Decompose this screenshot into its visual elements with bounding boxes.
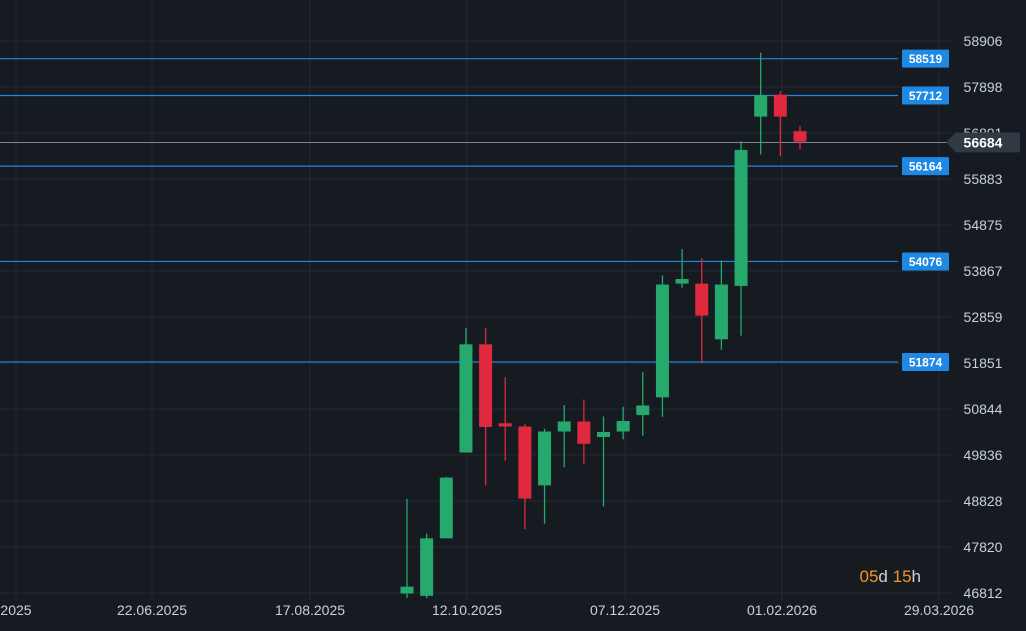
candle-body [420, 538, 434, 596]
y-tick-label: 51851 [964, 355, 1003, 371]
candle-body [773, 94, 787, 117]
candle-down [518, 424, 532, 530]
candle-up [439, 476, 453, 539]
countdown-part: d [878, 567, 887, 586]
candle-body [459, 344, 473, 453]
countdown-part: 05 [860, 567, 879, 586]
level-label-box [902, 86, 949, 105]
candle-body [439, 477, 453, 539]
candle-body [636, 405, 650, 416]
time-axis: 2025 22.06.2025 17.08.2025 12.10.2025 07.12.… [0, 602, 974, 618]
candle-down [498, 377, 512, 461]
candle-down [793, 126, 807, 150]
y-tick-label: 46812 [964, 585, 1003, 601]
x-tick-label: 01.02.2026 [747, 602, 817, 618]
candle-body [695, 283, 709, 316]
x-tick-label: 29.03.2026 [904, 602, 974, 618]
support-resistance-levels [0, 58, 950, 363]
candle-up [538, 428, 552, 524]
level-label-text: 58519 [909, 52, 943, 66]
candle-up [754, 52, 768, 155]
level-labels: 58519 57712 56164 54076 51874 56684 [902, 49, 1020, 371]
x-tick-label: 22.06.2025 [117, 602, 187, 618]
candle-up [557, 405, 571, 468]
y-tick-label: 50844 [964, 401, 1003, 417]
level-label-text: 57712 [909, 89, 943, 103]
y-tick-label: 58906 [964, 33, 1003, 49]
candle-down [773, 91, 787, 157]
y-tick-label: 57898 [964, 79, 1003, 95]
current-price-tag: 56684 [946, 132, 1020, 153]
candle-body [793, 131, 807, 142]
y-tick-label: 53867 [964, 263, 1003, 279]
candles [400, 52, 807, 599]
candle-up [655, 275, 669, 417]
current-price-tag-shape [946, 132, 1020, 153]
candle-up [714, 260, 728, 350]
grid-layer [0, 0, 950, 600]
y-tick-label: 52859 [964, 309, 1003, 325]
candle-body [597, 431, 610, 437]
level-label-box [902, 352, 949, 371]
level-label-box [902, 252, 949, 271]
x-tick-label: 12.10.2025 [432, 602, 502, 618]
level-label: 51874 [902, 352, 949, 371]
level-label: 58519 [902, 49, 949, 68]
countdown-part: h [912, 567, 921, 586]
candle-up [675, 248, 689, 288]
candle-body [400, 586, 414, 594]
candle-down [577, 399, 591, 464]
y-tick-label: 49836 [964, 447, 1003, 463]
current-price-text: 56684 [964, 134, 1003, 150]
level-label: 54076 [902, 252, 949, 271]
candle-up [459, 327, 473, 453]
level-label: 57712 [902, 86, 949, 105]
candle-up [734, 141, 748, 336]
y-tick-label: 47820 [964, 539, 1003, 555]
level-label-box [902, 49, 949, 68]
level-label-text: 51874 [909, 355, 943, 369]
candle-body [557, 421, 571, 432]
countdown-part: 15 [888, 567, 912, 586]
y-tick-label: 48828 [964, 493, 1003, 509]
candle-body [538, 431, 552, 486]
candle-up [616, 406, 630, 440]
candle-body [675, 279, 689, 284]
candle-up [420, 533, 434, 599]
candle-body [734, 149, 748, 286]
level-label-box [902, 157, 949, 176]
x-tick-label: 2025 [0, 602, 31, 618]
y-tick-label: 54875 [964, 217, 1003, 233]
candle-body [479, 344, 493, 427]
candle-body [754, 95, 768, 117]
candle-body [714, 284, 728, 340]
candle-body [655, 284, 669, 398]
level-label-text: 54076 [909, 255, 943, 269]
candle-body [616, 421, 630, 432]
candle-up [636, 372, 650, 436]
candle-down [479, 327, 493, 486]
candle-body [577, 421, 591, 444]
x-tick-label: 07.12.2025 [590, 602, 660, 618]
candle-up [400, 499, 414, 599]
level-label: 56164 [902, 157, 949, 176]
x-tick-label: 17.08.2025 [275, 602, 345, 618]
level-label-text: 56164 [909, 160, 943, 174]
candle-body [518, 426, 532, 499]
y-tick-label: 55883 [964, 171, 1003, 187]
candle-body [498, 423, 512, 427]
candle-countdown: 05d 15h [860, 567, 922, 586]
price-axis: 46812 47820 48828 49836 50844 51851 52859 53867… [964, 33, 1003, 601]
candle-down [695, 258, 709, 364]
candle-up [597, 416, 610, 507]
